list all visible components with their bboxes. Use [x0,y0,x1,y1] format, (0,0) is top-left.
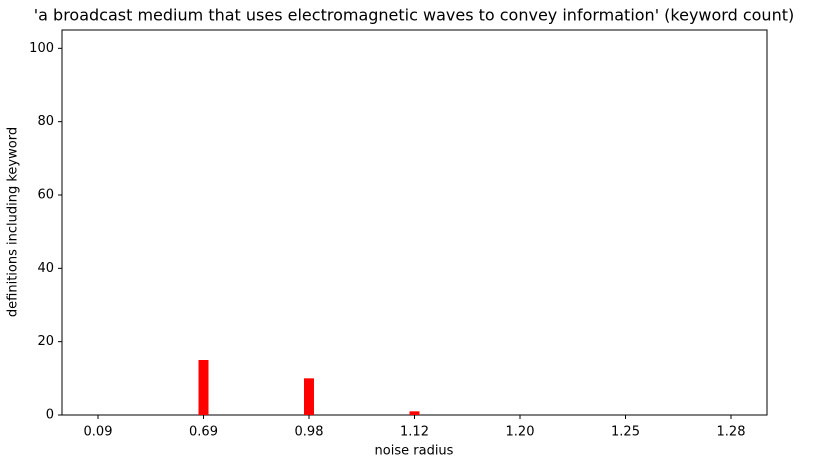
y-tick-label: 0 [46,408,54,423]
x-tick-label: 0.98 [295,425,324,440]
y-tick-label: 20 [37,334,54,349]
bar [304,378,314,415]
y-tick-label: 40 [37,261,54,276]
y-tick-label: 60 [37,188,54,203]
x-tick-label: 1.28 [717,425,746,440]
x-tick-label: 0.69 [189,425,218,440]
plot-frame [61,29,768,416]
y-tick-label: 80 [37,114,54,129]
x-axis-label: noise radius [375,444,454,459]
x-tick-label: 1.25 [611,425,640,440]
y-tick-label: 100 [29,41,54,56]
x-tick-label: 0.09 [84,425,113,440]
x-tick-label: 1.20 [506,425,535,440]
x-tick-label: 1.12 [400,425,429,440]
bar [198,360,209,415]
chart-title: 'a broadcast medium that uses electromag… [34,6,794,25]
y-axis-label: definitions including keyword [6,127,21,317]
bar [409,411,420,415]
